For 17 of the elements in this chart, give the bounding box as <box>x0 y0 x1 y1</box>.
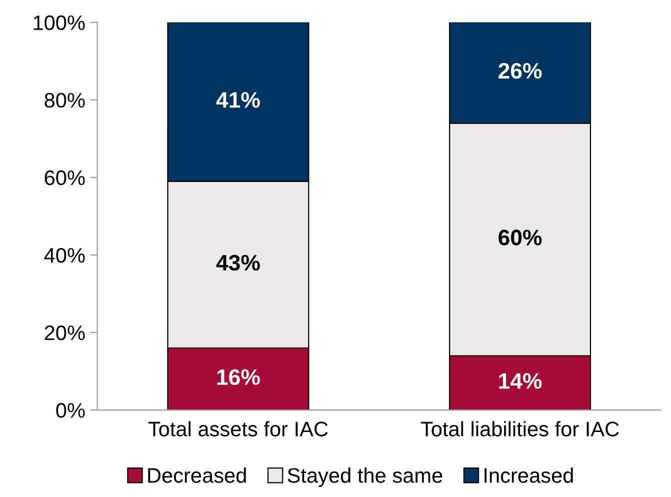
data-label: 41% <box>216 92 260 108</box>
legend-label: Decreased <box>148 468 246 483</box>
legend-label: Stayed the same <box>288 468 442 487</box>
y-tick-label: 60% <box>44 170 85 186</box>
y-tick-label: 80% <box>44 92 85 108</box>
y-tick-label: 20% <box>44 325 85 340</box>
legend-label: Increased <box>484 468 573 483</box>
x-tick-label: Total assets for IAC <box>148 421 328 436</box>
x-tick-label: Total liabilities for IAC <box>420 421 619 436</box>
data-label: 60% <box>498 230 542 246</box>
data-label: 14% <box>499 373 542 389</box>
y-tick-label: 40% <box>44 248 85 263</box>
data-label: 16% <box>217 369 260 385</box>
data-label: 26% <box>498 62 542 79</box>
y-tick-label: 0% <box>56 403 85 418</box>
data-label: 43% <box>216 254 260 271</box>
y-tick-label: 100% <box>34 15 85 30</box>
